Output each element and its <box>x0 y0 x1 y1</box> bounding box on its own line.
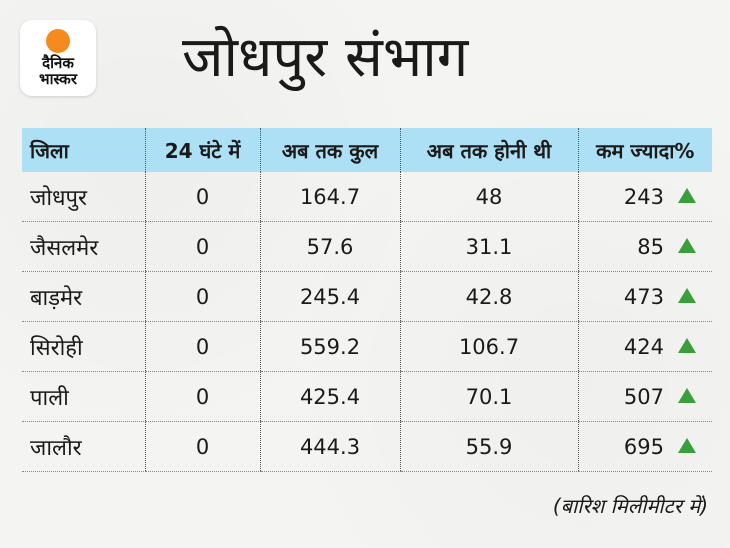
header-expected: अब तक होनी थी <box>399 128 578 172</box>
pct: 85 <box>637 234 664 259</box>
pct-cell: 424 <box>577 321 712 372</box>
pct: 424 <box>623 334 664 359</box>
pct: 507 <box>623 384 664 409</box>
last24: 0 <box>144 371 260 422</box>
expected: 42.8 <box>399 271 578 322</box>
expected: 48 <box>399 172 578 222</box>
header-total: अब तक कुल <box>259 128 400 172</box>
last24: 0 <box>144 172 260 222</box>
total: 425.4 <box>259 371 400 422</box>
district: पाली <box>22 371 145 422</box>
rainfall-table: जिला 24 घंटे में अब तक कुल अब तक होनी थी… <box>22 128 712 472</box>
total: 245.4 <box>259 271 400 322</box>
district: जैसलमेर <box>22 221 145 272</box>
up-arrow-icon <box>678 288 696 303</box>
last24: 0 <box>144 421 260 472</box>
up-arrow-icon <box>678 338 696 353</box>
table-row: पाली 0 425.4 70.1 507 <box>22 371 712 422</box>
table-row: जोधपुर 0 164.7 48 243 <box>22 172 712 222</box>
last24: 0 <box>144 271 260 322</box>
logo-line-2: भास्कर <box>39 70 77 88</box>
expected: 55.9 <box>399 421 578 472</box>
unit-note: (बारिश मिलीमीटर में) <box>552 494 708 518</box>
expected: 31.1 <box>399 221 578 272</box>
up-arrow-icon <box>678 438 696 453</box>
pct-cell: 507 <box>577 371 712 422</box>
district: जालौर <box>22 421 145 472</box>
pct-cell: 243 <box>577 172 712 222</box>
pct-cell: 85 <box>577 221 712 272</box>
up-arrow-icon <box>678 188 696 203</box>
table-header-row: जिला 24 घंटे में अब तक कुल अब तक होनी थी… <box>22 128 712 172</box>
table-row: जालौर 0 444.3 55.9 695 <box>22 421 712 472</box>
expected: 70.1 <box>399 371 578 422</box>
total: 57.6 <box>259 221 400 272</box>
table-row: जैसलमेर 0 57.6 31.1 85 <box>22 221 712 272</box>
total: 444.3 <box>259 421 400 472</box>
logo-line-1: दैनिक <box>42 54 74 72</box>
expected: 106.7 <box>399 321 578 372</box>
up-arrow-icon <box>678 388 696 403</box>
pct: 473 <box>623 284 664 309</box>
table-row: बाड़मेर 0 245.4 42.8 473 <box>22 271 712 322</box>
total: 559.2 <box>259 321 400 372</box>
district: जोधपुर <box>22 172 145 222</box>
header-district: जिला <box>22 128 145 172</box>
last24: 0 <box>144 321 260 372</box>
table-row: सिरोही 0 559.2 106.7 424 <box>22 321 712 372</box>
header-24h: 24 घंटे में <box>144 128 260 172</box>
pct-cell: 473 <box>577 271 712 322</box>
total: 164.7 <box>259 172 400 222</box>
header-pct: कम ज्यादा% <box>577 128 712 172</box>
pct-cell: 695 <box>577 421 712 472</box>
district: सिरोही <box>22 321 145 372</box>
last24: 0 <box>144 221 260 272</box>
up-arrow-icon <box>678 238 696 253</box>
district: बाड़मेर <box>22 271 145 322</box>
pct: 695 <box>623 434 664 459</box>
page-title: जोधपुर संभाग <box>182 25 469 90</box>
dainik-bhaskar-logo: दैनिक भास्कर <box>20 20 96 96</box>
sun-icon <box>46 29 70 53</box>
pct: 243 <box>623 184 664 209</box>
